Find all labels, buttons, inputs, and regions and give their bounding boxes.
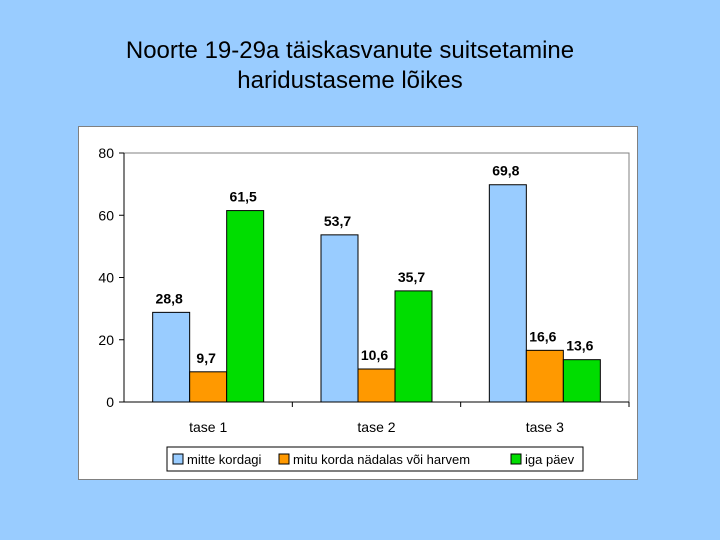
x-category-label: tase 3 xyxy=(526,419,564,435)
legend-swatch xyxy=(278,453,290,465)
bar-value-label: 53,7 xyxy=(324,213,351,229)
x-category-label: tase 1 xyxy=(189,419,227,435)
legend-label: iga päev xyxy=(525,452,575,467)
legend-label: mitu korda nädalas või harvem xyxy=(293,452,470,467)
legend-swatch xyxy=(510,453,522,465)
y-tick-label: 40 xyxy=(98,270,114,286)
title-line-1: Noorte 19-29a täiskasvanute suitsetamine xyxy=(125,37,575,64)
bar xyxy=(562,359,601,403)
bar-value-label: 28,8 xyxy=(156,290,183,306)
legend-label: mitte kordagi xyxy=(187,452,262,467)
bar-chart: 0 20 40 60 80 tase 1 tase 2 tase 3 28,8 9,7 61,5 5… xyxy=(98,145,630,472)
chart-container: 0 20 40 60 80 tase 1 tase 2 tase 3 28,8 9,7 61,5 5… xyxy=(78,126,638,480)
legend-swatch xyxy=(172,453,184,465)
slide-title: Noorte 19-29a täiskasvanute suitsetamine… xyxy=(0,36,700,96)
title-line-2: haridustaseme lõikes xyxy=(237,67,463,94)
bar-value-label: 61,5 xyxy=(230,189,257,205)
bar-value-label: 13,6 xyxy=(566,338,593,354)
y-tick-label: 0 xyxy=(106,394,114,410)
bar xyxy=(357,368,396,403)
bar-value-label: 16,6 xyxy=(529,328,556,344)
legend: mitte kordagi mitu korda nädalas või harv… xyxy=(166,446,584,472)
bar-value-label: 10,6 xyxy=(361,347,388,363)
bar-value-label: 9,7 xyxy=(196,350,216,366)
y-tick-label: 80 xyxy=(98,145,114,161)
axes: 0 20 40 60 80 tase 1 tase 2 tase 3 xyxy=(98,145,630,435)
bar xyxy=(488,184,527,403)
bar xyxy=(189,371,228,403)
x-category-label: tase 2 xyxy=(357,419,395,435)
bar xyxy=(320,234,359,403)
bar-value-label: 35,7 xyxy=(398,269,425,285)
bars xyxy=(152,184,601,403)
bar-value-label: 69,8 xyxy=(492,163,519,179)
bar xyxy=(152,311,191,403)
bar xyxy=(525,349,564,403)
data-labels: 28,8 9,7 61,5 53,7 10,6 35,7 69,8 16,6 13,6 xyxy=(156,163,594,366)
bar xyxy=(394,290,433,403)
y-tick-label: 20 xyxy=(98,332,114,348)
y-tick-label: 60 xyxy=(98,207,114,223)
bar xyxy=(226,210,265,403)
